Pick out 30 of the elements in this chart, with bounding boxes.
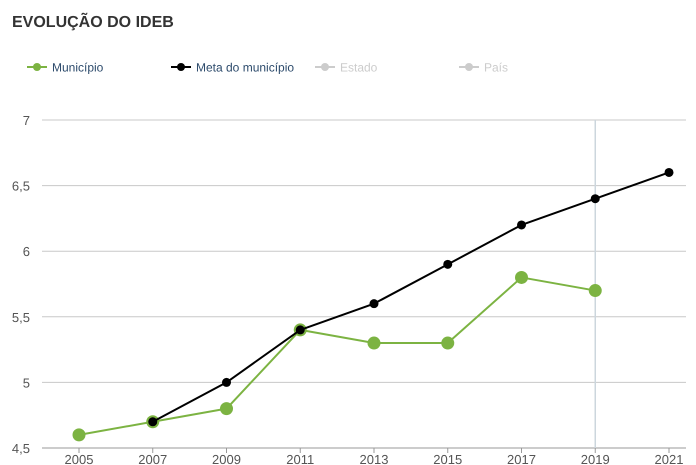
x-tick-label: 2009 <box>212 452 241 465</box>
point <box>443 260 452 269</box>
point <box>590 194 600 204</box>
chart-title: EVOLUÇÃO DO IDEB <box>12 12 174 31</box>
x-tick-label: 2015 <box>433 452 462 465</box>
y-tick-label: 6 <box>22 244 30 260</box>
x-tick-label: 2019 <box>580 452 610 465</box>
y-tick-label: 5,5 <box>12 310 30 325</box>
point <box>441 336 454 350</box>
x-tick-label: 2005 <box>64 452 94 465</box>
y-tick-label: 6,5 <box>12 178 30 194</box>
point <box>220 402 233 416</box>
legend-label: Meta do município <box>196 60 294 74</box>
y-tick-label: 7 <box>22 113 30 128</box>
point <box>222 378 231 387</box>
x-tick-label: 2007 <box>138 452 168 465</box>
x-tick-label: 2017 <box>507 452 536 465</box>
y-tick-label: 5 <box>22 375 30 390</box>
point <box>515 270 528 284</box>
x-tick-label: 2021 <box>654 452 684 465</box>
point <box>368 336 380 350</box>
point <box>370 299 378 308</box>
legend-label: Município <box>52 60 104 74</box>
point <box>517 220 526 230</box>
y-tick-label: 4,5 <box>12 441 30 456</box>
x-tick-label: 2011 <box>286 452 314 465</box>
point <box>588 284 602 298</box>
x-tick-label: 2013 <box>360 452 388 465</box>
point <box>72 428 86 442</box>
point <box>664 168 674 177</box>
